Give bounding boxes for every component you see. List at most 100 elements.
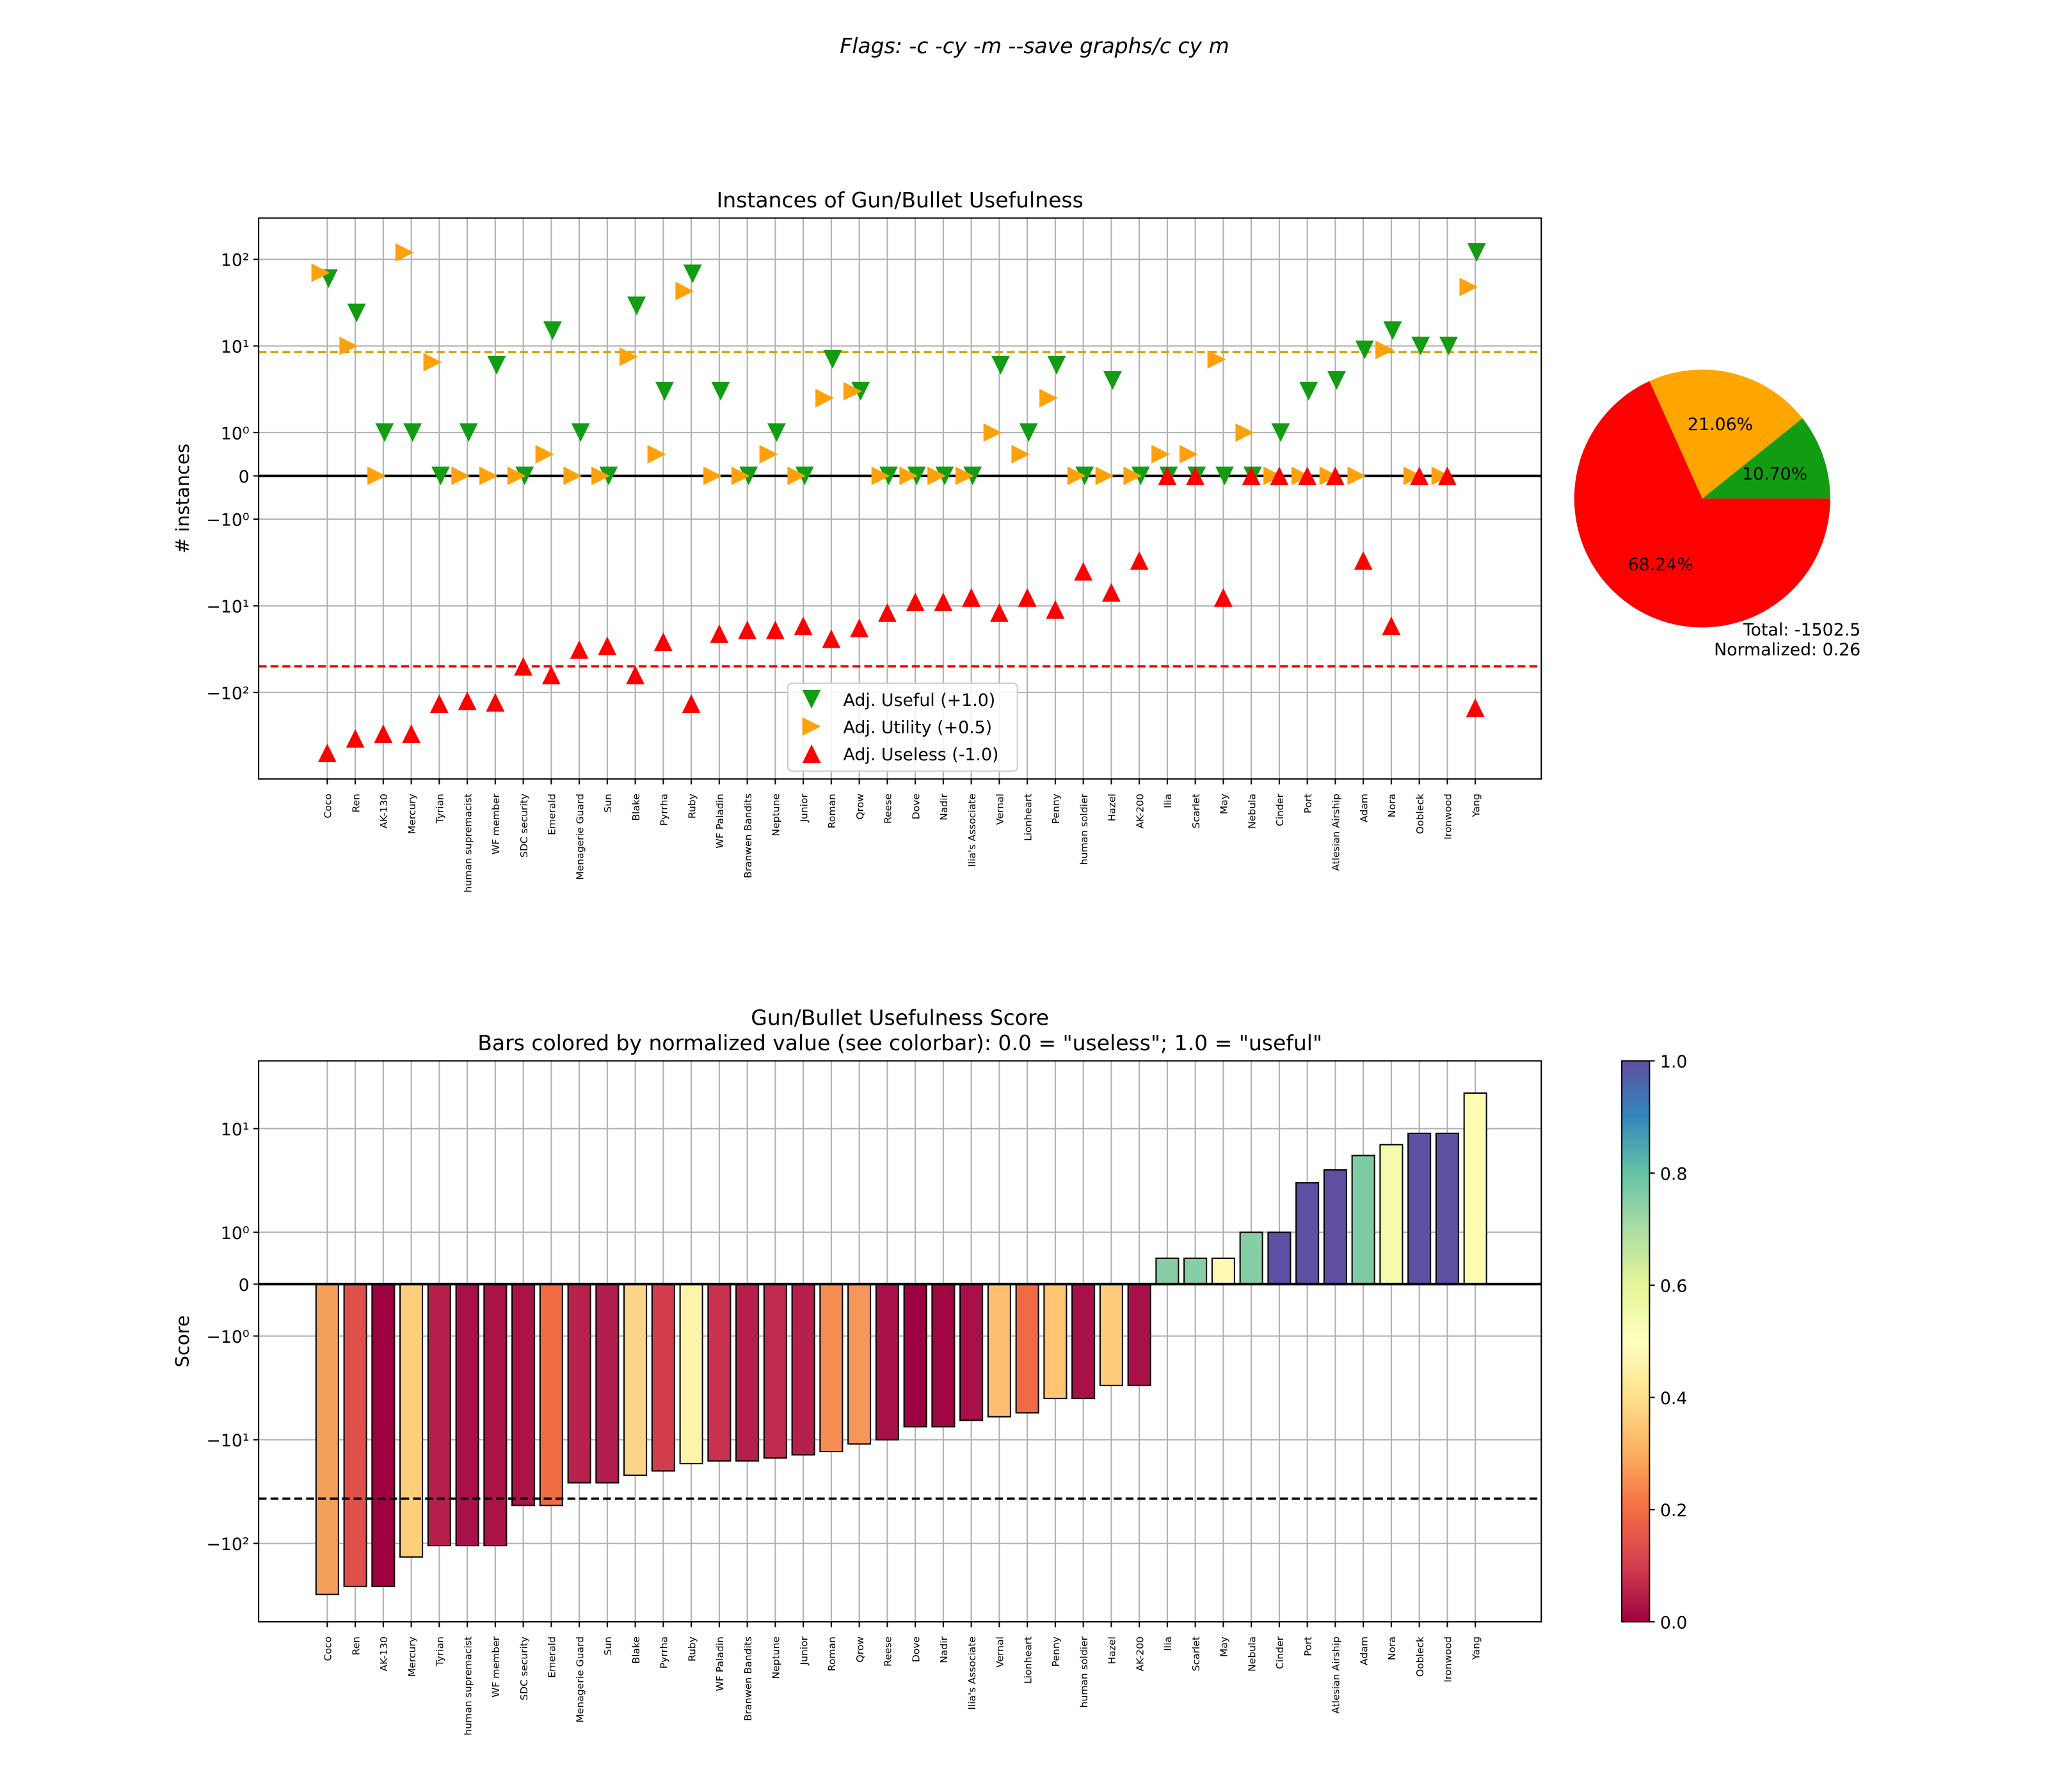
y-tick-label: 10¹ — [221, 1120, 250, 1140]
marker — [683, 264, 702, 284]
x-tick-label: Tyrian — [435, 1636, 446, 1667]
legend-label: Adj. Useless (-1.0) — [844, 745, 999, 765]
marker — [1207, 349, 1226, 369]
colorbar-tick-label: 0.2 — [1660, 1501, 1688, 1521]
marker — [626, 666, 645, 685]
y-tick-label: −10¹ — [206, 1431, 249, 1451]
marker — [1186, 467, 1205, 486]
marker — [1271, 423, 1290, 442]
x-tick-label: AK-200 — [1134, 1636, 1146, 1672]
x-tick-label: Nadir — [938, 1636, 950, 1663]
marker — [479, 467, 498, 486]
bar — [1295, 1182, 1320, 1285]
x-tick-label: Penny — [1050, 1636, 1062, 1667]
marker — [823, 349, 842, 369]
marker — [1101, 583, 1121, 602]
marker — [486, 692, 505, 712]
x-tick-label: Ilia's Associate — [966, 1636, 978, 1710]
x-tick-label: Ilia — [1162, 1636, 1174, 1651]
x-tick-label: SDC security — [518, 794, 530, 858]
x-tick-label: May — [1219, 794, 1230, 814]
bar — [1043, 1283, 1068, 1400]
y-tick-label: 10¹ — [221, 337, 250, 357]
marker — [710, 624, 729, 643]
x-tick-label: Branwen Bandits — [742, 1636, 754, 1721]
x-tick-label: human soldier — [1078, 793, 1090, 865]
marker — [1213, 588, 1233, 607]
x-tick-label: Penny — [1050, 794, 1062, 824]
x-tick-label: Pyrrha — [659, 794, 670, 826]
y-tick-label: −10⁰ — [206, 511, 249, 531]
bar — [315, 1283, 339, 1596]
x-tick-label: Atlesian Airship — [1331, 1636, 1342, 1714]
marker — [991, 356, 1010, 375]
marker — [1123, 467, 1142, 486]
marker — [767, 423, 786, 442]
x-tick-label: Sun — [602, 1636, 614, 1656]
chart-title: Instances of Gun/Bullet Usefulness — [717, 188, 1084, 212]
y-axis-label: Score — [172, 1315, 193, 1367]
marker — [871, 467, 890, 486]
marker — [1382, 616, 1401, 636]
x-tick-label: Dove — [910, 1636, 922, 1662]
marker — [311, 263, 330, 282]
marker — [598, 636, 617, 655]
marker — [563, 467, 582, 486]
bar — [1127, 1283, 1151, 1386]
legend-marker — [802, 744, 821, 764]
x-tick-label: Emerald — [547, 1636, 558, 1678]
x-tick-label: Scarlet — [1190, 1636, 1202, 1671]
marker — [1298, 467, 1317, 486]
x-tick-label: Neptune — [771, 794, 782, 836]
bar — [1379, 1144, 1404, 1285]
bar — [1407, 1132, 1432, 1285]
bar — [1155, 1257, 1180, 1285]
marker — [1039, 388, 1059, 408]
bar — [903, 1283, 927, 1428]
marker — [458, 691, 477, 710]
marker — [451, 467, 470, 486]
pie-wedge — [1649, 369, 1803, 499]
marker — [794, 616, 813, 636]
bar — [763, 1283, 787, 1459]
pie-label: 68.24% — [1628, 555, 1693, 575]
marker — [1325, 467, 1345, 486]
bar — [679, 1283, 703, 1464]
marker — [1242, 467, 1261, 486]
marker — [619, 347, 638, 367]
x-tick-label: Mercury — [406, 1636, 418, 1677]
marker — [375, 423, 394, 442]
axes-frame — [258, 217, 1542, 780]
pie-label: 21.06% — [1688, 415, 1753, 435]
y-tick-label: 10⁰ — [221, 1224, 250, 1244]
marker — [1215, 467, 1234, 486]
marker — [1074, 562, 1093, 581]
x-tick-label: Ren — [350, 794, 362, 813]
marker — [423, 353, 442, 372]
x-tick-label: Ironwood — [1443, 1636, 1454, 1683]
marker — [927, 467, 946, 486]
legend-label: Adj. Useful (+1.0) — [844, 691, 996, 710]
x-tick-label: Ren — [350, 1636, 362, 1656]
x-tick-label: Yang — [1470, 794, 1482, 818]
marker — [1347, 467, 1366, 486]
x-tick-label: Menagerie Guard — [574, 794, 586, 880]
marker — [591, 467, 610, 486]
marker — [1355, 340, 1374, 360]
x-tick-label: human supremacist — [462, 1636, 474, 1736]
marker — [317, 743, 337, 763]
bar — [1211, 1257, 1235, 1285]
marker — [655, 381, 674, 401]
pie-wedge — [1574, 381, 1830, 628]
pie-wedge — [1702, 418, 1830, 499]
marker — [765, 620, 785, 639]
marker — [535, 445, 554, 464]
marker — [1439, 337, 1458, 356]
bar — [343, 1283, 367, 1587]
x-tick-label: Atlesian Airship — [1331, 794, 1342, 871]
bar — [595, 1283, 620, 1484]
marker — [822, 629, 841, 648]
marker — [815, 388, 834, 408]
marker — [1467, 243, 1486, 262]
